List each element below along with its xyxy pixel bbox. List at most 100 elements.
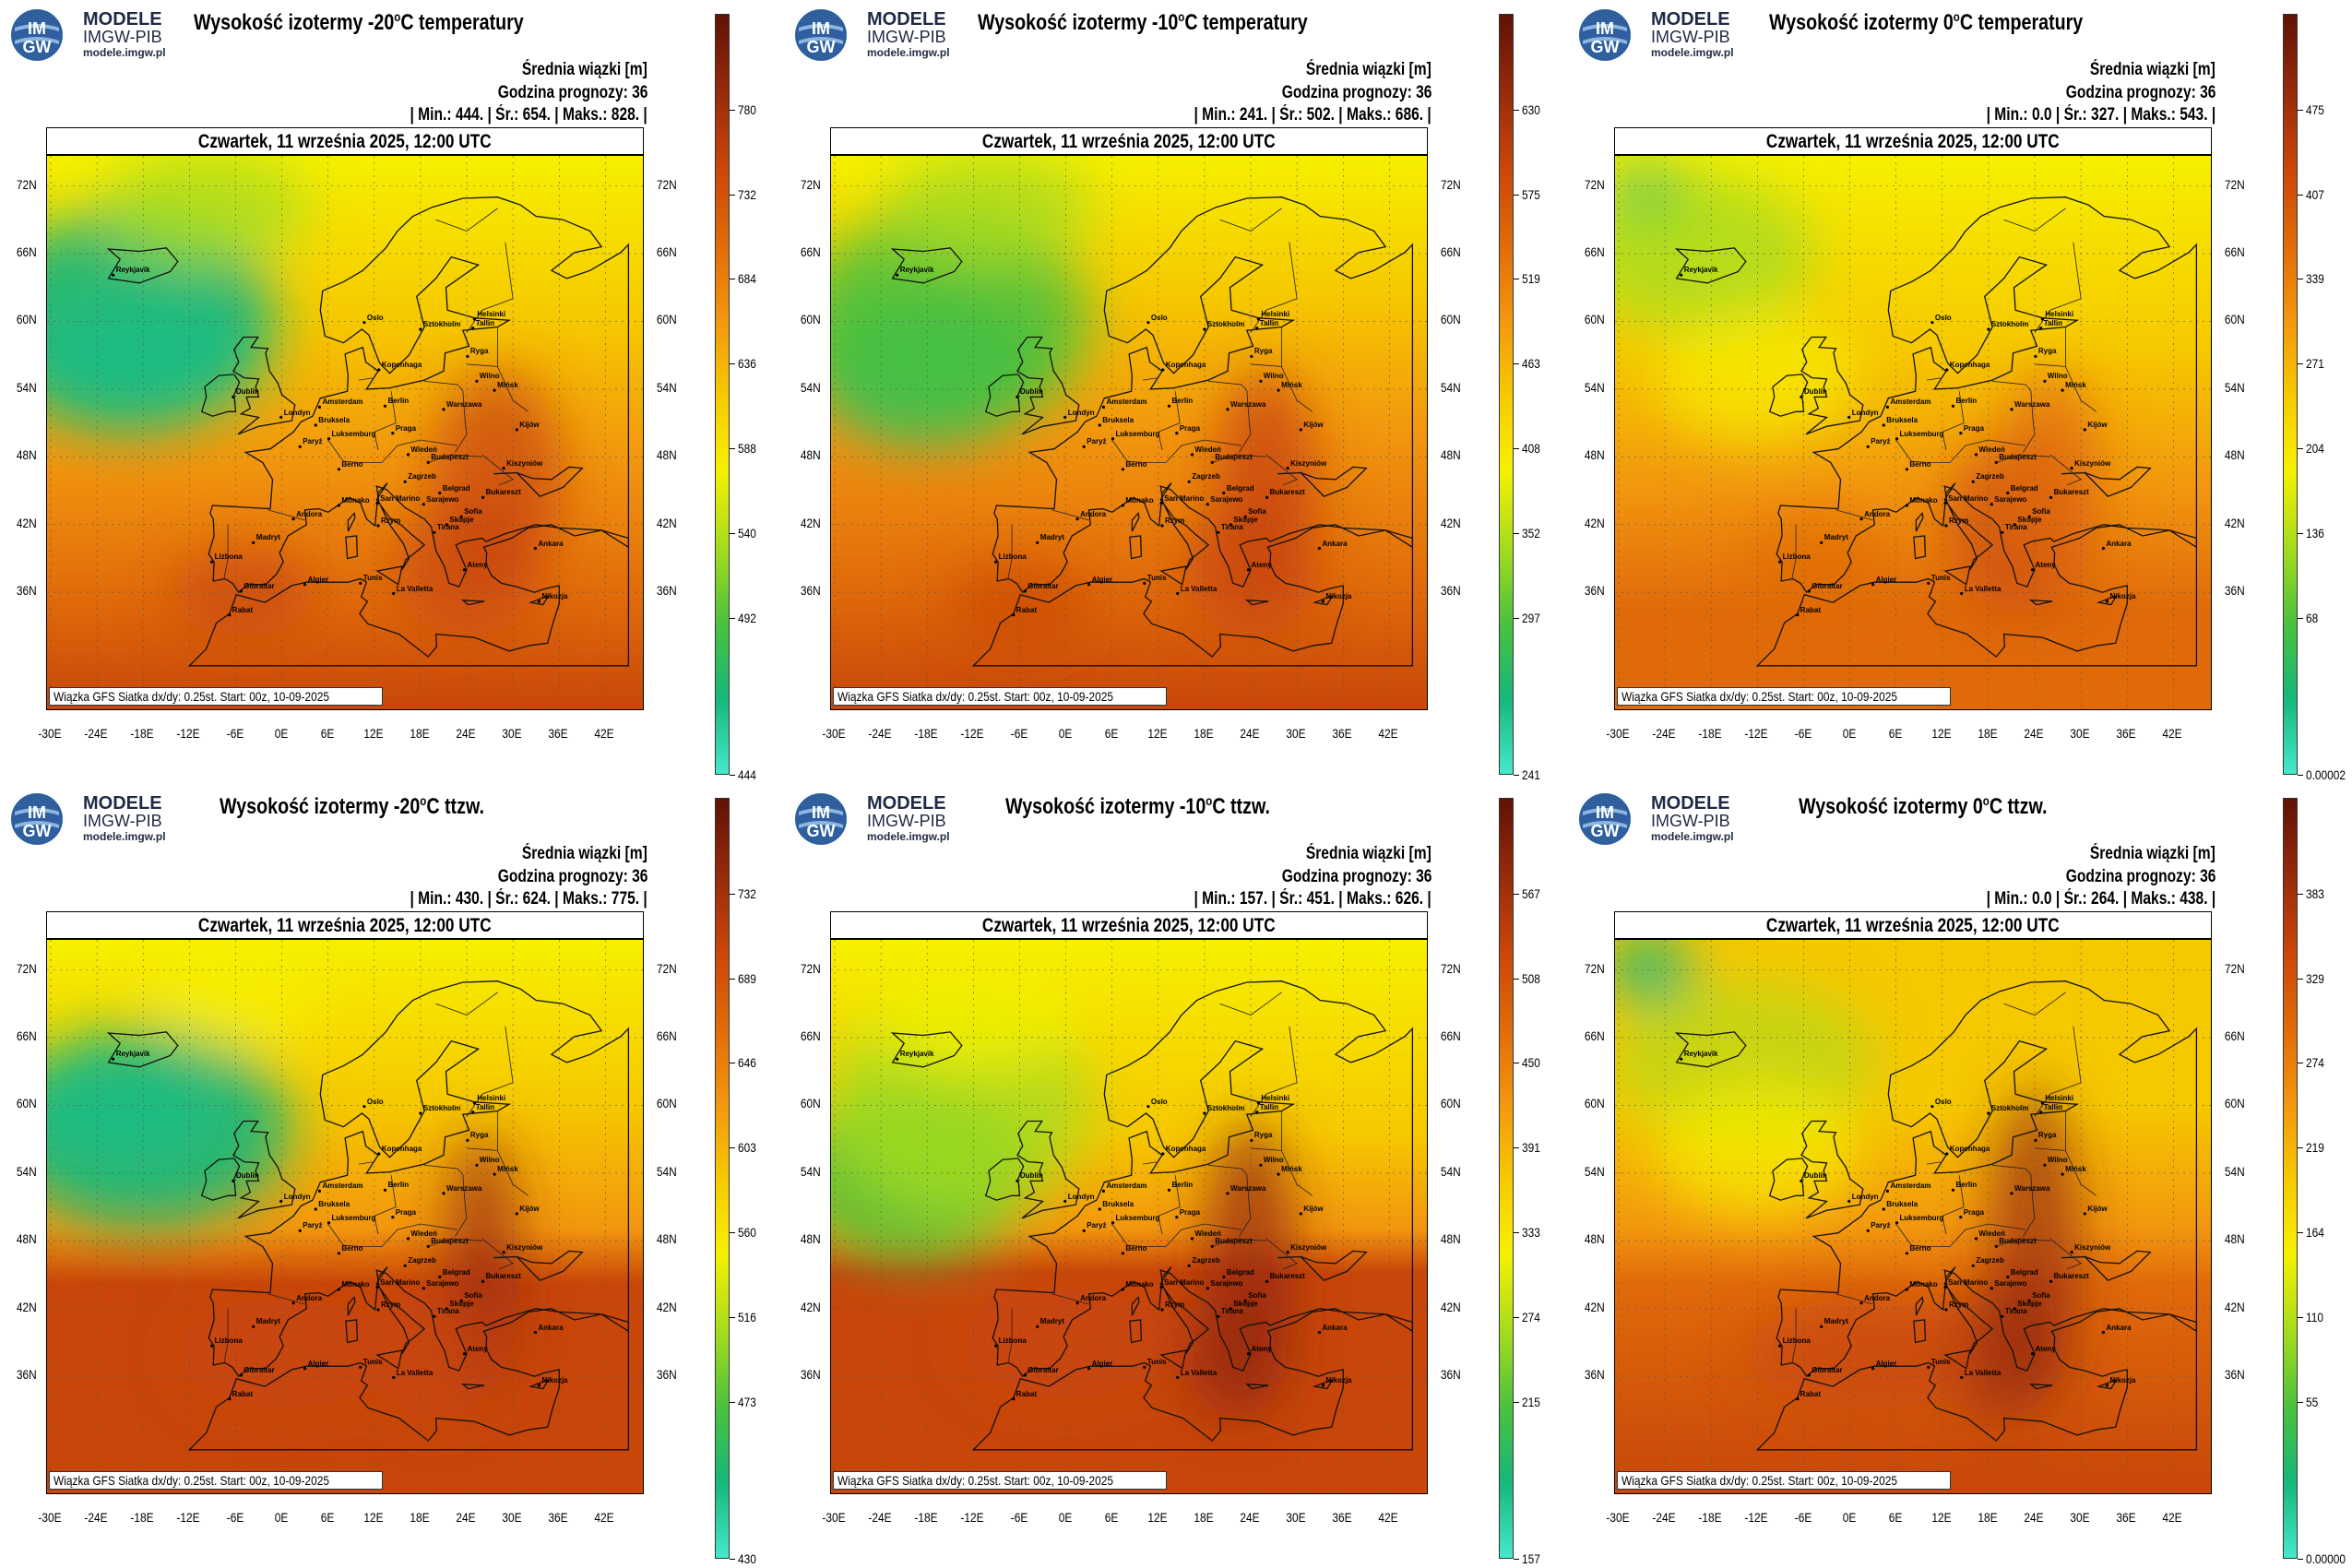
country-border xyxy=(2049,454,2082,486)
city-label: San Marino xyxy=(1164,493,1205,503)
city-dot xyxy=(291,517,295,521)
colorbar-tick-label: 333 xyxy=(1522,1225,1540,1241)
colorbar-tick-mark xyxy=(1514,1559,1519,1560)
city-dot xyxy=(445,523,448,527)
city-label: Berno xyxy=(341,1243,363,1253)
city-label: Lizbona xyxy=(998,1336,1027,1346)
forecast-hour: Godzina prognozy: 36 xyxy=(2065,867,2215,886)
lon-label: 12E xyxy=(1931,726,1952,741)
city-label: Kiszyniów xyxy=(506,1242,543,1252)
country-border xyxy=(455,1174,468,1237)
colorbar-tick-mark xyxy=(1514,109,1519,111)
city-dot xyxy=(317,405,322,409)
city-dot xyxy=(2061,388,2064,392)
city-label: Wiedeń xyxy=(1194,445,1221,454)
city-label: Reykjavik xyxy=(115,1050,150,1059)
city-label: Wilno xyxy=(1263,372,1284,381)
city-label: Skopje xyxy=(449,515,474,524)
title-post: C temperatury xyxy=(1959,10,2084,35)
city-label: Amsterdam xyxy=(1890,398,1931,407)
city-dot xyxy=(1255,327,1259,330)
city-label: Ryga xyxy=(2037,347,2057,356)
city-label: Rzym xyxy=(1165,517,1185,525)
colorbar-tick-label: 732 xyxy=(738,885,756,901)
city-dot xyxy=(1951,1188,1955,1192)
city-dot xyxy=(471,1111,475,1114)
colorbar-tick-mark xyxy=(1514,775,1519,776)
colorbar-tick-label: 603 xyxy=(738,1140,756,1156)
lat-label-right: 54N xyxy=(2224,379,2245,395)
city-label: La Valletta xyxy=(1180,1368,1218,1377)
city-dot xyxy=(1820,1324,1823,1328)
city-dot xyxy=(1265,495,1269,499)
city-label: Kijów xyxy=(2087,1204,2108,1213)
colorbar-tick-mark xyxy=(730,775,735,776)
city-label: Sztokholm xyxy=(1990,320,2029,328)
city-label: Lizbona xyxy=(214,1336,243,1346)
lat-label-left: 66N xyxy=(16,1028,37,1043)
city-label: Praga xyxy=(395,1207,417,1217)
city-dot xyxy=(2049,1279,2053,1283)
country-border xyxy=(1992,380,2032,391)
city-dot xyxy=(1778,1344,1782,1348)
city-label: Berno xyxy=(1125,1243,1147,1253)
lon-label: 12E xyxy=(1147,726,1168,741)
degree-symbol: o xyxy=(1982,793,1990,808)
lon-label: 24E xyxy=(456,1510,476,1525)
city-dot xyxy=(1680,1057,1683,1061)
colorbar-tick-mark xyxy=(1514,617,1519,619)
lon-label: -6E xyxy=(1794,1510,1812,1525)
lat-label-right: 48N xyxy=(1440,447,1461,463)
colorbar-tick-label: 55 xyxy=(2306,1394,2319,1409)
lat-label-right: 60N xyxy=(2224,1096,2245,1111)
lon-label: 42E xyxy=(2162,726,2182,741)
stats-line: | Min.: 157. | Śr.: 451. | Maks.: 626. | xyxy=(1194,889,1431,909)
city-dot xyxy=(2049,495,2053,499)
country-border xyxy=(1051,509,1089,521)
map-area: Oslo Sztokholm Helsinki Tallin Ryga Wilno Mińs… xyxy=(1614,155,2212,710)
city-label: Berlin xyxy=(1171,1181,1194,1190)
city-dot xyxy=(1250,354,1253,358)
city-label: Sofia xyxy=(2032,507,2050,517)
city-label: Ateny xyxy=(1251,1344,1272,1353)
cold-anomaly xyxy=(870,959,1077,1071)
field-map xyxy=(831,940,1427,1493)
stats-line: | Min.: 241. | Śr.: 502. | Maks.: 686. | xyxy=(1194,105,1431,125)
city-dot xyxy=(392,591,396,596)
colorbar-tick-label: 383 xyxy=(2306,885,2324,901)
coastline xyxy=(106,247,179,284)
city-label: Bukareszt xyxy=(485,488,521,497)
city-label: Gibraltar xyxy=(1812,582,1843,590)
colorbar-tick-label: 630 xyxy=(1522,101,1540,117)
city-label: Paryż xyxy=(1087,437,1107,446)
city-dot xyxy=(2061,1172,2064,1176)
city-label: Kopenhaga xyxy=(381,361,422,369)
city-dot xyxy=(1036,540,1039,544)
city-dot xyxy=(377,368,381,372)
colorbar-tick-label: 352 xyxy=(1522,525,1540,540)
city-label: Andora xyxy=(1864,1293,1891,1302)
coastline xyxy=(1312,1378,1335,1390)
stats-line: | Min.: 430. | Śr.: 624. | Maks.: 775. | xyxy=(410,889,647,909)
info-label: Średnia wiązki [m] xyxy=(2090,844,2215,863)
logo-line2: IMGW-PIB xyxy=(83,28,162,46)
city-label: Ryga xyxy=(469,347,489,356)
colorbar-tick-mark xyxy=(730,1559,735,1560)
lat-label-right: 48N xyxy=(656,1231,677,1247)
city-label: Sofia xyxy=(2032,1291,2050,1301)
footnote: Wiązka GFS Siatka dx/dy: 0.25st. Start: … xyxy=(833,1471,1167,1490)
colorbar-tick-label: 157 xyxy=(1522,1551,1540,1566)
country-border xyxy=(2064,1111,2097,1196)
city-label: San Marino xyxy=(380,493,421,503)
city-label: Mińsk xyxy=(2065,1165,2086,1174)
city-label: Bruksela xyxy=(1886,416,1918,424)
city-label: Amsterdam xyxy=(1890,1182,1931,1191)
lat-label-left: 54N xyxy=(800,1163,821,1179)
city-label: Helsinki xyxy=(1261,1094,1290,1102)
cold-anomaly xyxy=(1654,1084,1861,1218)
city-dot xyxy=(1960,591,1964,596)
city-label: La Valletta xyxy=(396,1368,434,1377)
city-label: Luksemburg xyxy=(1115,1213,1160,1222)
city-label: Algier xyxy=(1091,575,1113,584)
city-dot xyxy=(1101,405,1106,409)
